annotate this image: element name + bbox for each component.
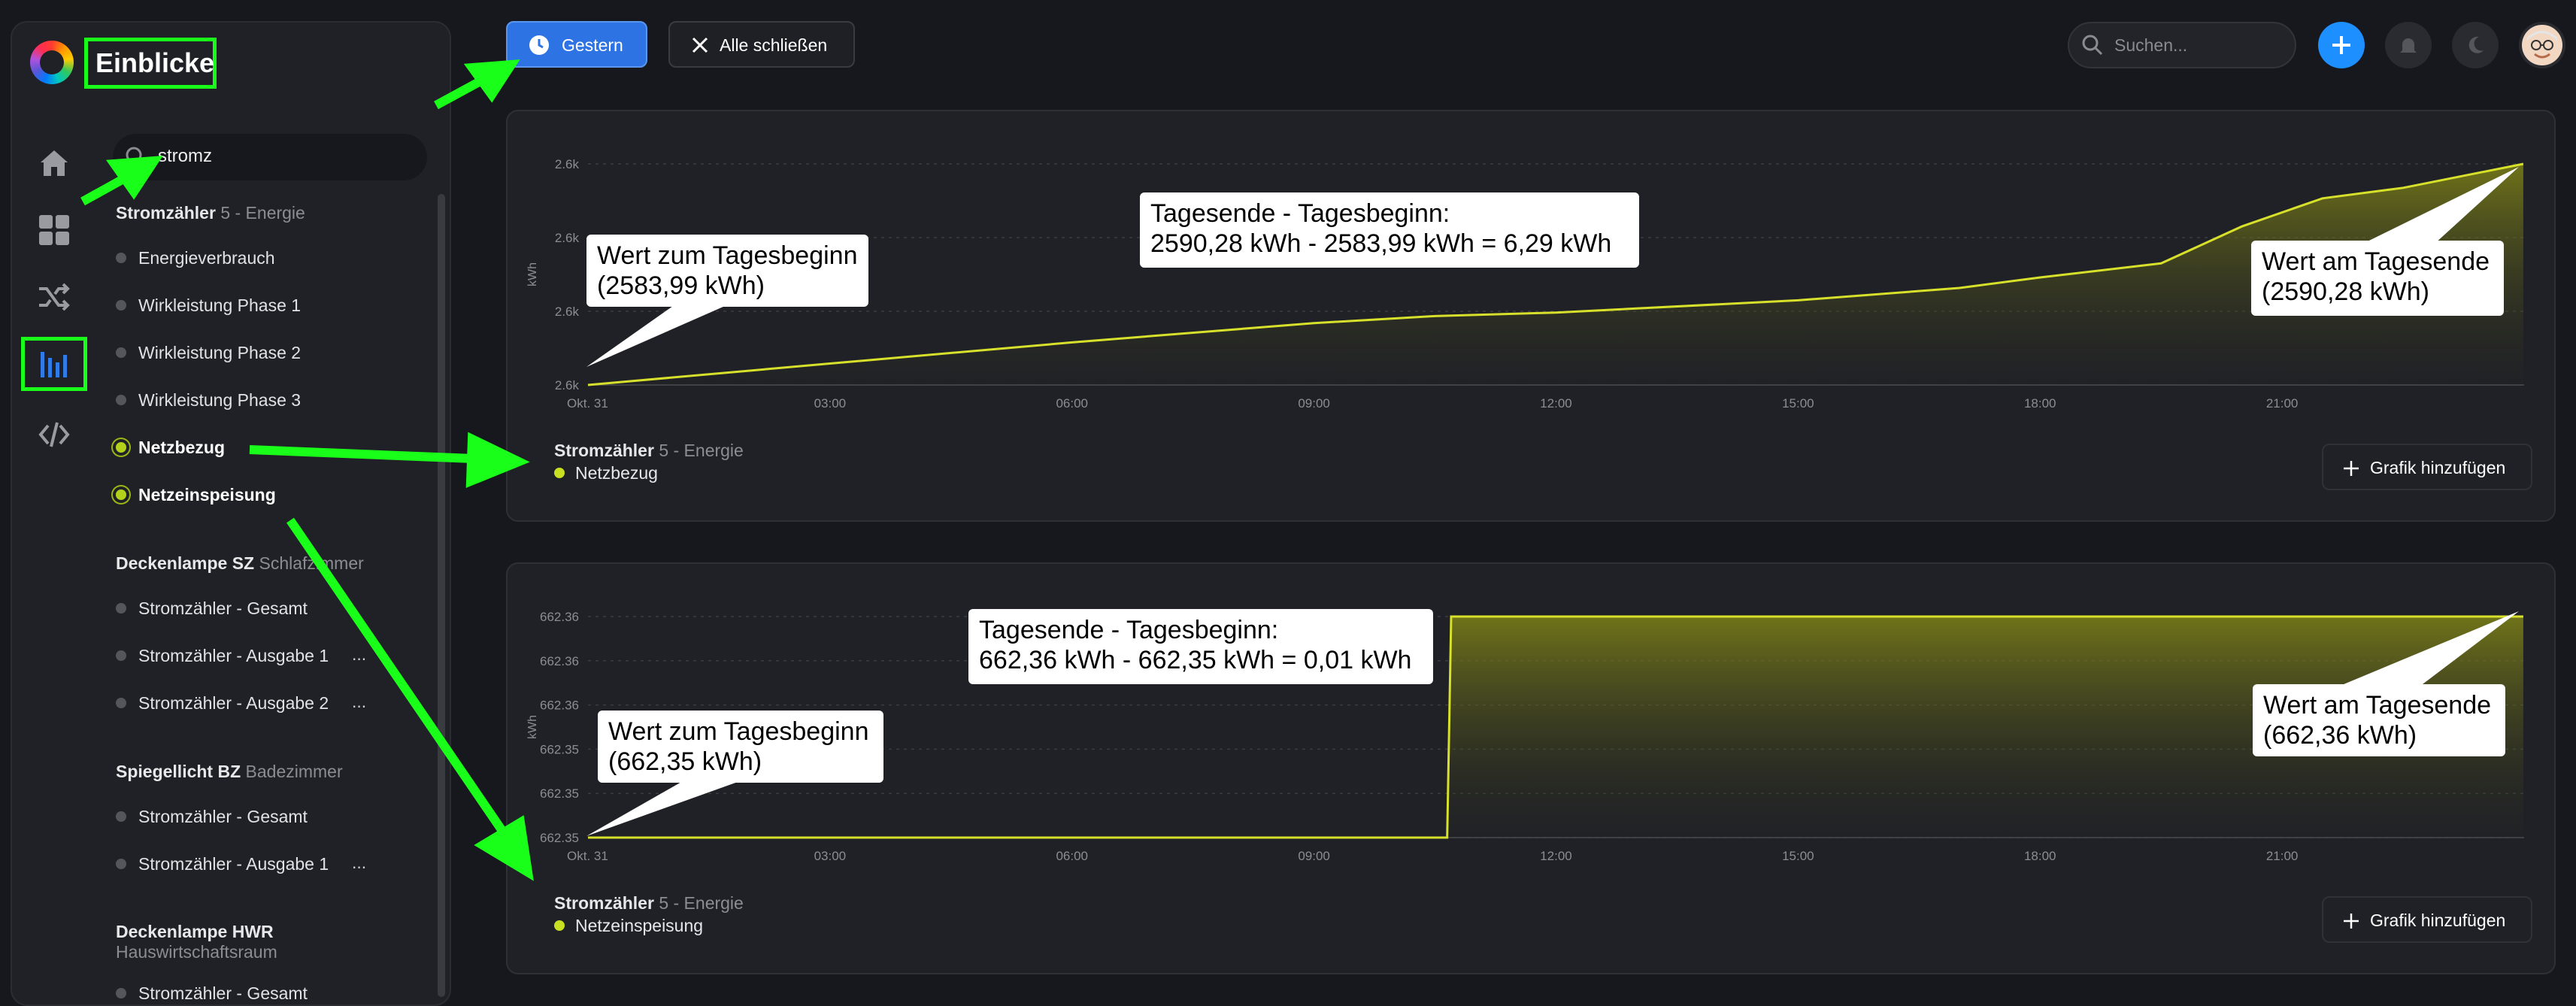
y-tick-label: 662.36 (540, 654, 579, 668)
y-axis-label: kWh (526, 715, 539, 739)
group-heading: Deckenlampe SZ Schlafzimmer (116, 553, 364, 574)
x-tick-label: Okt. 31 (567, 849, 608, 863)
moon-icon (2464, 34, 2487, 56)
more-ellipsis[interactable]: ... (352, 692, 366, 712)
list-item-selected[interactable]: Netzbezug (116, 436, 225, 459)
y-tick-label: 2.6k (555, 305, 580, 319)
list-item[interactable]: Stromzähler - Gesamt (116, 597, 308, 620)
app-logo (30, 41, 74, 84)
callout-end-value: Wert am Tagesende(2590,28 kWh) (2251, 241, 2504, 316)
notifications-button[interactable] (2385, 22, 2432, 68)
y-tick-label: 2.6k (555, 231, 580, 245)
legend-title: Stromzähler 5 - Energie (554, 441, 744, 461)
callout-difference: Tagesende - Tagesbeginn:662,36 kWh - 662… (968, 609, 1433, 684)
y-tick-label: 2.6k (555, 378, 580, 392)
arrow-head (472, 65, 511, 95)
y-tick-label: 2.6k (555, 157, 580, 171)
app-title: Einblicke (84, 38, 217, 89)
legend-title: Stromzähler 5 - Energie (554, 893, 744, 914)
plus-icon (2343, 460, 2359, 477)
sidebar-scrollbar[interactable] (438, 194, 445, 997)
add-graph-button[interactable]: Grafik hinzufügen (2322, 444, 2532, 490)
x-tick-label: 12:00 (1540, 849, 1572, 863)
list-item[interactable]: Stromzähler - Gesamt (116, 982, 308, 1004)
callout-start-value: Wert zum Tagesbeginn(2583,99 kWh) (586, 235, 868, 307)
add-graph-button[interactable]: Grafik hinzufügen (2322, 896, 2532, 943)
close-icon (691, 36, 709, 54)
clock-icon (529, 35, 550, 56)
list-item[interactable]: Stromzähler - Ausgabe 2 (116, 692, 329, 714)
callout-difference: Tagesende - Tagesbeginn:2590,28 kWh - 25… (1140, 192, 1639, 268)
x-tick-label: 18:00 (2024, 396, 2056, 411)
chart-card-netzbezug: 2.6k 2.6k 2.6k 2.6k kWh Okt. 31 03:00 06:00 09:0… (506, 110, 2556, 522)
x-tick-label: 15:00 (1782, 849, 1814, 863)
group-heading: Stromzähler 5 - Energie (116, 203, 305, 223)
list-item[interactable]: Wirkleistung Phase 2 (116, 341, 301, 364)
avatar[interactable] (2519, 22, 2565, 68)
x-tick-label: 21:00 (2266, 396, 2299, 411)
x-tick-label: 03:00 (814, 849, 847, 863)
legend-item[interactable]: Netzbezug (554, 463, 658, 483)
more-ellipsis[interactable]: ... (352, 853, 366, 873)
y-tick-label: 662.35 (540, 742, 579, 756)
x-tick-label: 06:00 (1056, 849, 1088, 863)
avatar-icon (2521, 24, 2563, 66)
list-item[interactable]: Stromzähler - Gesamt (116, 805, 308, 828)
list-item[interactable]: Wirkleistung Phase 3 (116, 389, 301, 411)
dashboard-icon[interactable] (33, 209, 75, 251)
chart-netzbezug: 2.6k 2.6k 2.6k 2.6k kWh Okt. 31 03:00 06:00 09:0… (508, 111, 2557, 523)
search-icon (125, 146, 147, 168)
shuffle-icon[interactable] (33, 277, 75, 319)
add-button[interactable] (2318, 22, 2365, 68)
x-tick-label: 21:00 (2266, 849, 2299, 863)
search-icon (2081, 34, 2104, 56)
plus-icon (2330, 34, 2353, 56)
y-axis-label: kWh (526, 262, 539, 286)
theme-toggle-button[interactable] (2452, 22, 2499, 68)
list-item[interactable]: Stromzähler - Ausgabe 1 (116, 644, 329, 667)
x-tick-label: 15:00 (1782, 396, 1814, 411)
callout-start-value: Wert zum Tagesbeginn(662,35 kWh) (598, 711, 883, 783)
list-item[interactable]: Energieverbrauch (116, 247, 275, 269)
more-ellipsis[interactable]: ... (352, 644, 366, 665)
list-item-selected[interactable]: Netzeinspeisung (116, 483, 276, 506)
y-tick-label: 662.35 (540, 831, 579, 845)
group-heading: Spiegellicht BZ Badezimmer (116, 762, 343, 782)
x-tick-label: 09:00 (1298, 396, 1330, 411)
close-all-button[interactable]: Alle schließen (668, 21, 855, 68)
list-item[interactable]: Wirkleistung Phase 1 (116, 294, 301, 317)
x-tick-label: 18:00 (2024, 849, 2056, 863)
bell-icon (2397, 34, 2420, 56)
y-tick-label: 662.36 (540, 610, 579, 624)
x-tick-label: 06:00 (1056, 396, 1088, 411)
code-icon[interactable] (33, 414, 75, 456)
plus-icon (2343, 913, 2359, 929)
home-icon[interactable] (33, 141, 75, 183)
y-tick-label: 662.35 (540, 786, 579, 801)
search-input[interactable]: Suchen... (2068, 22, 2296, 68)
sidebar-search-input[interactable]: stromz (113, 134, 427, 180)
legend-item[interactable]: Netzeinspeisung (554, 916, 703, 936)
x-tick-label: 12:00 (1540, 396, 1572, 411)
x-tick-label: Okt. 31 (567, 396, 608, 411)
x-tick-label: 03:00 (814, 396, 847, 411)
callout-end-value: Wert am Tagesende(662,36 kWh) (2253, 684, 2505, 756)
y-tick-label: 662.36 (540, 698, 579, 713)
insights-icon[interactable] (21, 337, 87, 391)
x-tick-label: 09:00 (1298, 849, 1330, 863)
list-item[interactable]: Stromzähler - Ausgabe 1 (116, 853, 329, 875)
date-range-button[interactable]: Gestern (506, 21, 647, 68)
